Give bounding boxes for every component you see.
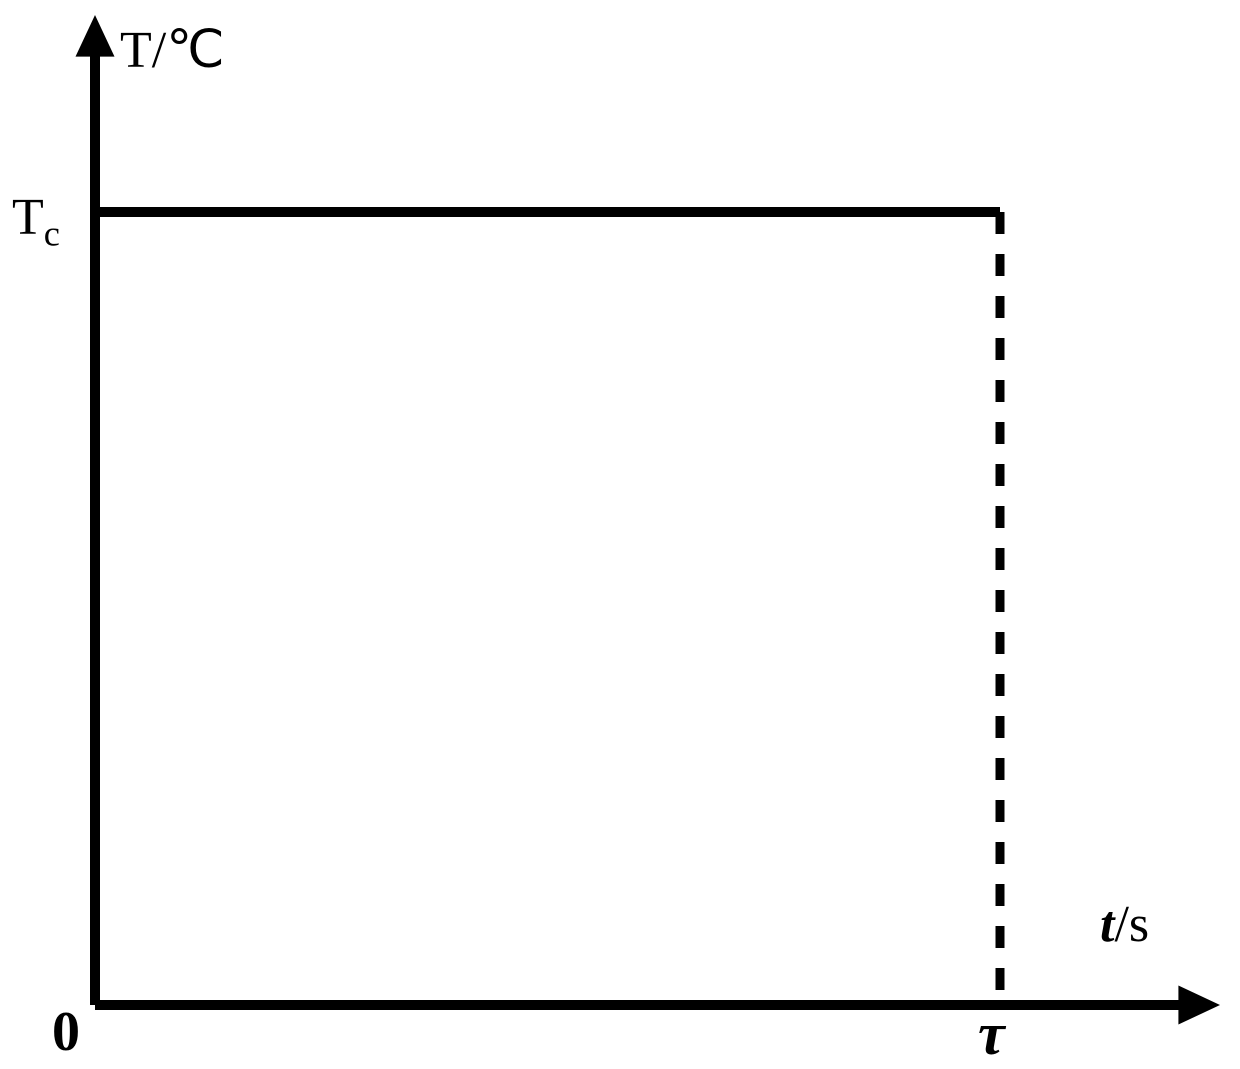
chart-container: T/℃ t/s 0 Tc τ xyxy=(0,0,1240,1055)
x-axis-arrow xyxy=(1178,986,1220,1025)
y-axis-label: T/℃ xyxy=(120,20,225,80)
chart-svg xyxy=(0,0,1240,1055)
y-tick-label: Tc xyxy=(12,188,60,254)
x-axis-label: t/s xyxy=(1100,895,1149,954)
origin-label: 0 xyxy=(52,1000,80,1064)
y-axis-arrow xyxy=(76,15,115,57)
x-tick-label: τ xyxy=(978,1000,1005,1069)
